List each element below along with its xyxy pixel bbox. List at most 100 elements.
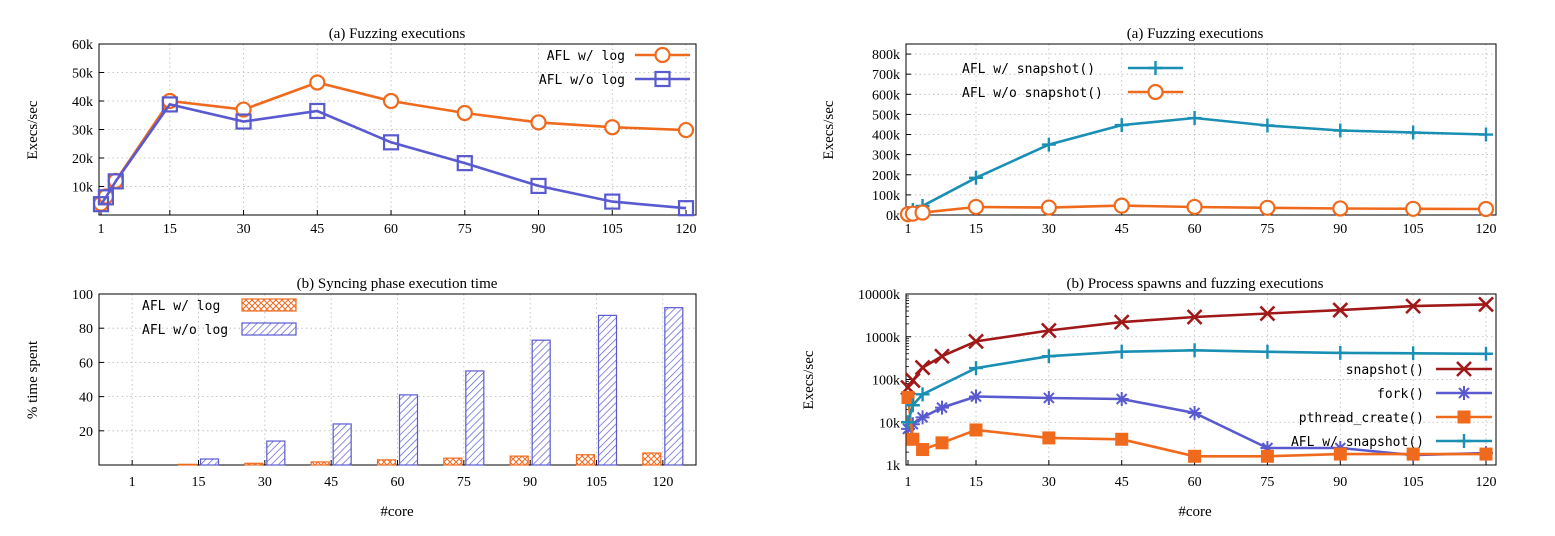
y-axis-label: Execs/sec <box>821 100 837 159</box>
data-point <box>1479 346 1493 361</box>
data-point <box>915 387 930 402</box>
legend-marker <box>1457 434 1471 448</box>
y-tick-label: 100k <box>872 374 900 389</box>
legend-marker <box>1456 361 1472 377</box>
legend: AFL w/ log AFL w/o log <box>142 298 297 338</box>
y-tick-label: 60k <box>72 38 93 53</box>
data-point <box>1113 314 1130 331</box>
x-tick-label: 90 <box>1333 475 1347 490</box>
y-tick-label: 400k <box>872 129 900 144</box>
bar <box>443 457 463 466</box>
data-point <box>1114 344 1129 359</box>
bar <box>465 370 485 466</box>
plot-area <box>92 74 695 217</box>
data-point <box>905 417 920 432</box>
data-point <box>934 348 950 365</box>
y-tick-label: 700k <box>872 68 900 83</box>
data-point <box>906 432 920 446</box>
y-tick-label: 0k <box>886 209 900 224</box>
chart-title: (b) Process spawns and fuzzing execution… <box>1066 276 1323 292</box>
data-point <box>1332 200 1349 217</box>
legend-label: pthread_create() <box>1299 411 1424 426</box>
legend-marker <box>1457 410 1471 424</box>
axes: 10k 20k 30k 40k 50k 60k 1 15 30 45 60 75 90 105 120 <box>72 38 697 237</box>
plot-frame <box>905 293 1497 466</box>
plot-area <box>177 307 684 466</box>
data-point <box>935 400 949 415</box>
data-point <box>677 200 695 217</box>
legend-item: pthread_create() <box>1299 410 1492 426</box>
x-tick-label: 1 <box>905 222 912 237</box>
x-tick-label: 30 <box>258 475 272 490</box>
bar <box>509 455 529 466</box>
data-point <box>916 443 930 457</box>
legend-label: AFL w/o log <box>539 73 625 88</box>
legend-label: snapshot() <box>1346 363 1424 378</box>
x-tick-label: 15 <box>969 475 983 490</box>
legend: AFL w/ log AFL w/o log <box>539 46 690 88</box>
bar <box>664 307 684 466</box>
axes: 20 40 60 80 100 1 15 30 45 60 75 90 105 120 <box>72 288 697 490</box>
data-point <box>969 423 983 437</box>
bar <box>376 459 397 466</box>
data-point <box>1333 123 1348 138</box>
data-point <box>1260 344 1275 359</box>
plot-frame <box>98 293 697 466</box>
data-point <box>107 173 124 190</box>
data-point <box>905 398 920 413</box>
data-point <box>1042 431 1056 445</box>
x-tick-label: 90 <box>532 222 546 237</box>
plot-area <box>899 111 1495 223</box>
bar <box>177 463 198 466</box>
x-tick-label: 75 <box>458 222 472 237</box>
x-tick-label: 30 <box>237 222 251 237</box>
y-axis-label: Execs/sec <box>25 100 41 159</box>
data-point <box>1041 137 1056 152</box>
legend-label: AFL w/ snapshot() <box>962 62 1095 77</box>
legend-label: AFL w/ log <box>142 299 220 314</box>
legend-swatch <box>241 322 297 336</box>
data-point <box>904 372 921 389</box>
data-point <box>1041 349 1056 364</box>
plot-frame <box>98 43 697 216</box>
y-tick-label: 300k <box>872 149 900 164</box>
data-point <box>1333 345 1348 360</box>
legend-item: AFL w/o log <box>539 70 690 88</box>
x-tick-label: 120 <box>1476 222 1497 237</box>
data-point <box>1260 440 1275 455</box>
data-point <box>382 92 400 110</box>
data-point <box>1259 305 1276 322</box>
legend-label: AFL w/ snapshot() <box>1291 435 1424 450</box>
data-point <box>97 189 115 206</box>
chart-fuzzing-executions-log: (a) Fuzzing executions Execs/sec 10k 20k 3… <box>25 26 697 237</box>
data-point <box>914 359 931 376</box>
legend-label: fork() <box>1377 387 1424 402</box>
data-point <box>1406 125 1421 140</box>
x-tick-label: 60 <box>1188 475 1202 490</box>
axes: 1k 10k 100k 1000k 10000k 1 15 30 45 60 75 90 105 120 <box>858 288 1497 490</box>
data-point <box>1259 199 1276 216</box>
data-point <box>914 204 931 221</box>
chart-syncing-phase-time: (b) Syncing phase execution time % time … <box>25 276 697 520</box>
y-tick-label: 800k <box>872 48 900 63</box>
x-tick-label: 45 <box>310 222 324 237</box>
x-tick-label: 60 <box>391 475 405 490</box>
x-tick-label: 15 <box>192 475 206 490</box>
legend-label: AFL w/o snapshot() <box>962 86 1103 101</box>
legend-marker <box>1147 83 1164 101</box>
x-tick-label: 90 <box>1333 222 1347 237</box>
data-point <box>604 119 621 136</box>
data-point <box>1260 449 1274 463</box>
bar <box>398 394 419 466</box>
y-tick-label: 1k <box>886 459 900 474</box>
x-axis-label: #core <box>1178 504 1212 520</box>
y-tick-label: 1000k <box>865 331 900 346</box>
legend-label: AFL w/o log <box>142 323 228 338</box>
x-tick-label: 45 <box>324 475 338 490</box>
data-point <box>604 193 621 210</box>
data-point <box>915 410 930 425</box>
bar <box>597 314 618 466</box>
data-point <box>456 104 473 122</box>
legend-label: AFL w/ log <box>547 49 625 64</box>
